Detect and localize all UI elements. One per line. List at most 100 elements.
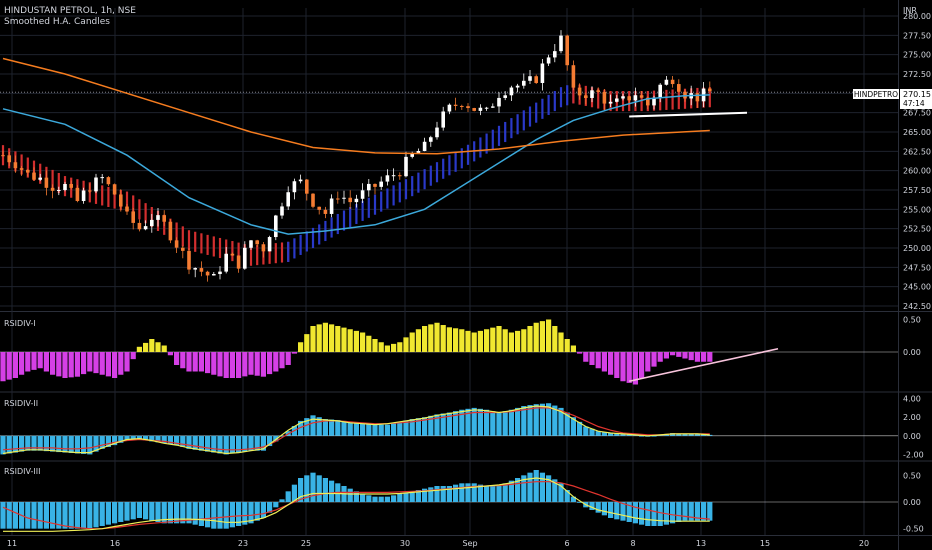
candle-body bbox=[410, 153, 414, 157]
histogram-bar bbox=[701, 502, 707, 521]
histogram-bar bbox=[335, 326, 341, 352]
histogram-bar bbox=[453, 411, 459, 436]
histogram-bar bbox=[74, 502, 80, 529]
rsidiv-iii-pane[interactable] bbox=[0, 470, 898, 532]
histogram-bar bbox=[353, 330, 359, 352]
price-axis[interactable]: 280.00277.50275.00272.50270.00267.50265.… bbox=[903, 12, 931, 534]
candle-body bbox=[478, 107, 483, 111]
histogram-bar bbox=[682, 433, 688, 436]
price-pane[interactable] bbox=[0, 30, 898, 282]
time-axis[interactable]: 11 16 23 25 30 Sep 6 8 13 15 20 bbox=[7, 539, 869, 548]
histogram-bar bbox=[502, 411, 508, 436]
histogram-bar bbox=[552, 326, 558, 352]
histogram-bar bbox=[527, 472, 533, 502]
candle-body bbox=[1, 155, 5, 157]
histogram-bar bbox=[25, 352, 31, 372]
histogram-bar bbox=[459, 329, 465, 352]
chart-symbol-title: HINDUSTAN PETROL, 1h, NSE bbox=[4, 6, 136, 16]
candle-body bbox=[553, 51, 557, 58]
price-tick-label: 277.50 bbox=[903, 31, 931, 40]
candle-body bbox=[484, 107, 489, 109]
candle-body bbox=[404, 156, 408, 177]
histogram-bar bbox=[12, 352, 18, 378]
histogram-bar bbox=[143, 435, 149, 441]
histogram-bar bbox=[167, 352, 173, 356]
histogram-bar bbox=[360, 332, 366, 352]
histogram-bar bbox=[465, 408, 471, 436]
histogram-bar bbox=[558, 483, 564, 502]
oscillator-tick-label: 0.50 bbox=[903, 471, 921, 480]
histogram-bar bbox=[527, 326, 533, 352]
histogram-bar bbox=[223, 435, 229, 455]
candle-body bbox=[162, 215, 166, 222]
histogram-bar bbox=[372, 496, 378, 502]
histogram-bar bbox=[682, 502, 688, 521]
histogram-bar bbox=[12, 435, 18, 453]
candle-body bbox=[360, 190, 365, 199]
price-tick-label: 245.00 bbox=[903, 283, 931, 292]
histogram-bar bbox=[205, 435, 211, 452]
histogram-bar bbox=[149, 502, 155, 521]
histogram-bar bbox=[6, 435, 12, 454]
histogram-bar bbox=[440, 413, 446, 436]
trendline bbox=[629, 111, 748, 118]
price-tick-label: 250.00 bbox=[903, 244, 931, 253]
histogram-bar bbox=[446, 412, 452, 436]
histogram-bar bbox=[595, 502, 601, 513]
time-tick-label: 15 bbox=[760, 539, 770, 548]
histogram-bar bbox=[93, 435, 99, 452]
histogram-bar bbox=[291, 484, 297, 502]
price-tick-label: 255.00 bbox=[903, 205, 931, 214]
rsidiv-ii-pane[interactable] bbox=[0, 403, 898, 455]
candle-body bbox=[677, 84, 681, 92]
histogram-bar bbox=[180, 435, 186, 447]
histogram-bar bbox=[707, 352, 713, 362]
histogram-bar bbox=[347, 421, 353, 436]
candle-body bbox=[565, 35, 569, 66]
histogram-bar bbox=[0, 435, 6, 455]
histogram-bar bbox=[56, 435, 62, 453]
histogram-bar bbox=[229, 352, 235, 378]
histogram-bar bbox=[310, 415, 316, 436]
histogram-bar bbox=[521, 406, 527, 436]
histogram-bar bbox=[248, 435, 254, 451]
oscillator-tick-label: 4.00 bbox=[903, 395, 921, 404]
histogram-bar bbox=[552, 479, 558, 502]
histogram-bar bbox=[403, 492, 409, 502]
histogram-bar bbox=[192, 352, 198, 372]
histogram-bar bbox=[434, 414, 440, 436]
histogram-bar bbox=[533, 322, 539, 352]
histogram-bar bbox=[353, 422, 359, 436]
candle-body bbox=[32, 172, 36, 180]
histogram-bar bbox=[595, 431, 601, 436]
candle-body bbox=[94, 177, 98, 192]
histogram-bar bbox=[552, 405, 558, 436]
candle-body bbox=[323, 209, 328, 214]
time-tick-label: 11 bbox=[7, 539, 17, 548]
histogram-bar bbox=[564, 412, 570, 436]
histogram-bar bbox=[211, 502, 217, 529]
candle-body bbox=[156, 215, 160, 220]
histogram-bar bbox=[341, 420, 347, 436]
candle-body bbox=[596, 90, 600, 92]
histogram-bar bbox=[236, 435, 242, 453]
candle-body bbox=[602, 91, 607, 104]
rsidiv-i-pane[interactable] bbox=[0, 319, 898, 385]
candle-body bbox=[534, 76, 538, 83]
candle-body bbox=[429, 137, 433, 142]
histogram-bar bbox=[186, 502, 192, 524]
candle-body bbox=[354, 198, 359, 203]
candle-body bbox=[503, 95, 507, 98]
price-tick-label: 252.50 bbox=[903, 225, 931, 234]
histogram-bar bbox=[632, 502, 638, 524]
histogram-bar bbox=[415, 490, 421, 502]
histogram-bar bbox=[688, 433, 694, 436]
signal-line-red bbox=[2, 481, 710, 530]
histogram-bar bbox=[198, 502, 204, 526]
time-tick-label: 13 bbox=[696, 539, 706, 548]
last-price-tag-bg bbox=[900, 89, 932, 109]
histogram-bar bbox=[614, 433, 620, 436]
histogram-bar bbox=[570, 345, 576, 352]
candle-body bbox=[119, 194, 123, 207]
